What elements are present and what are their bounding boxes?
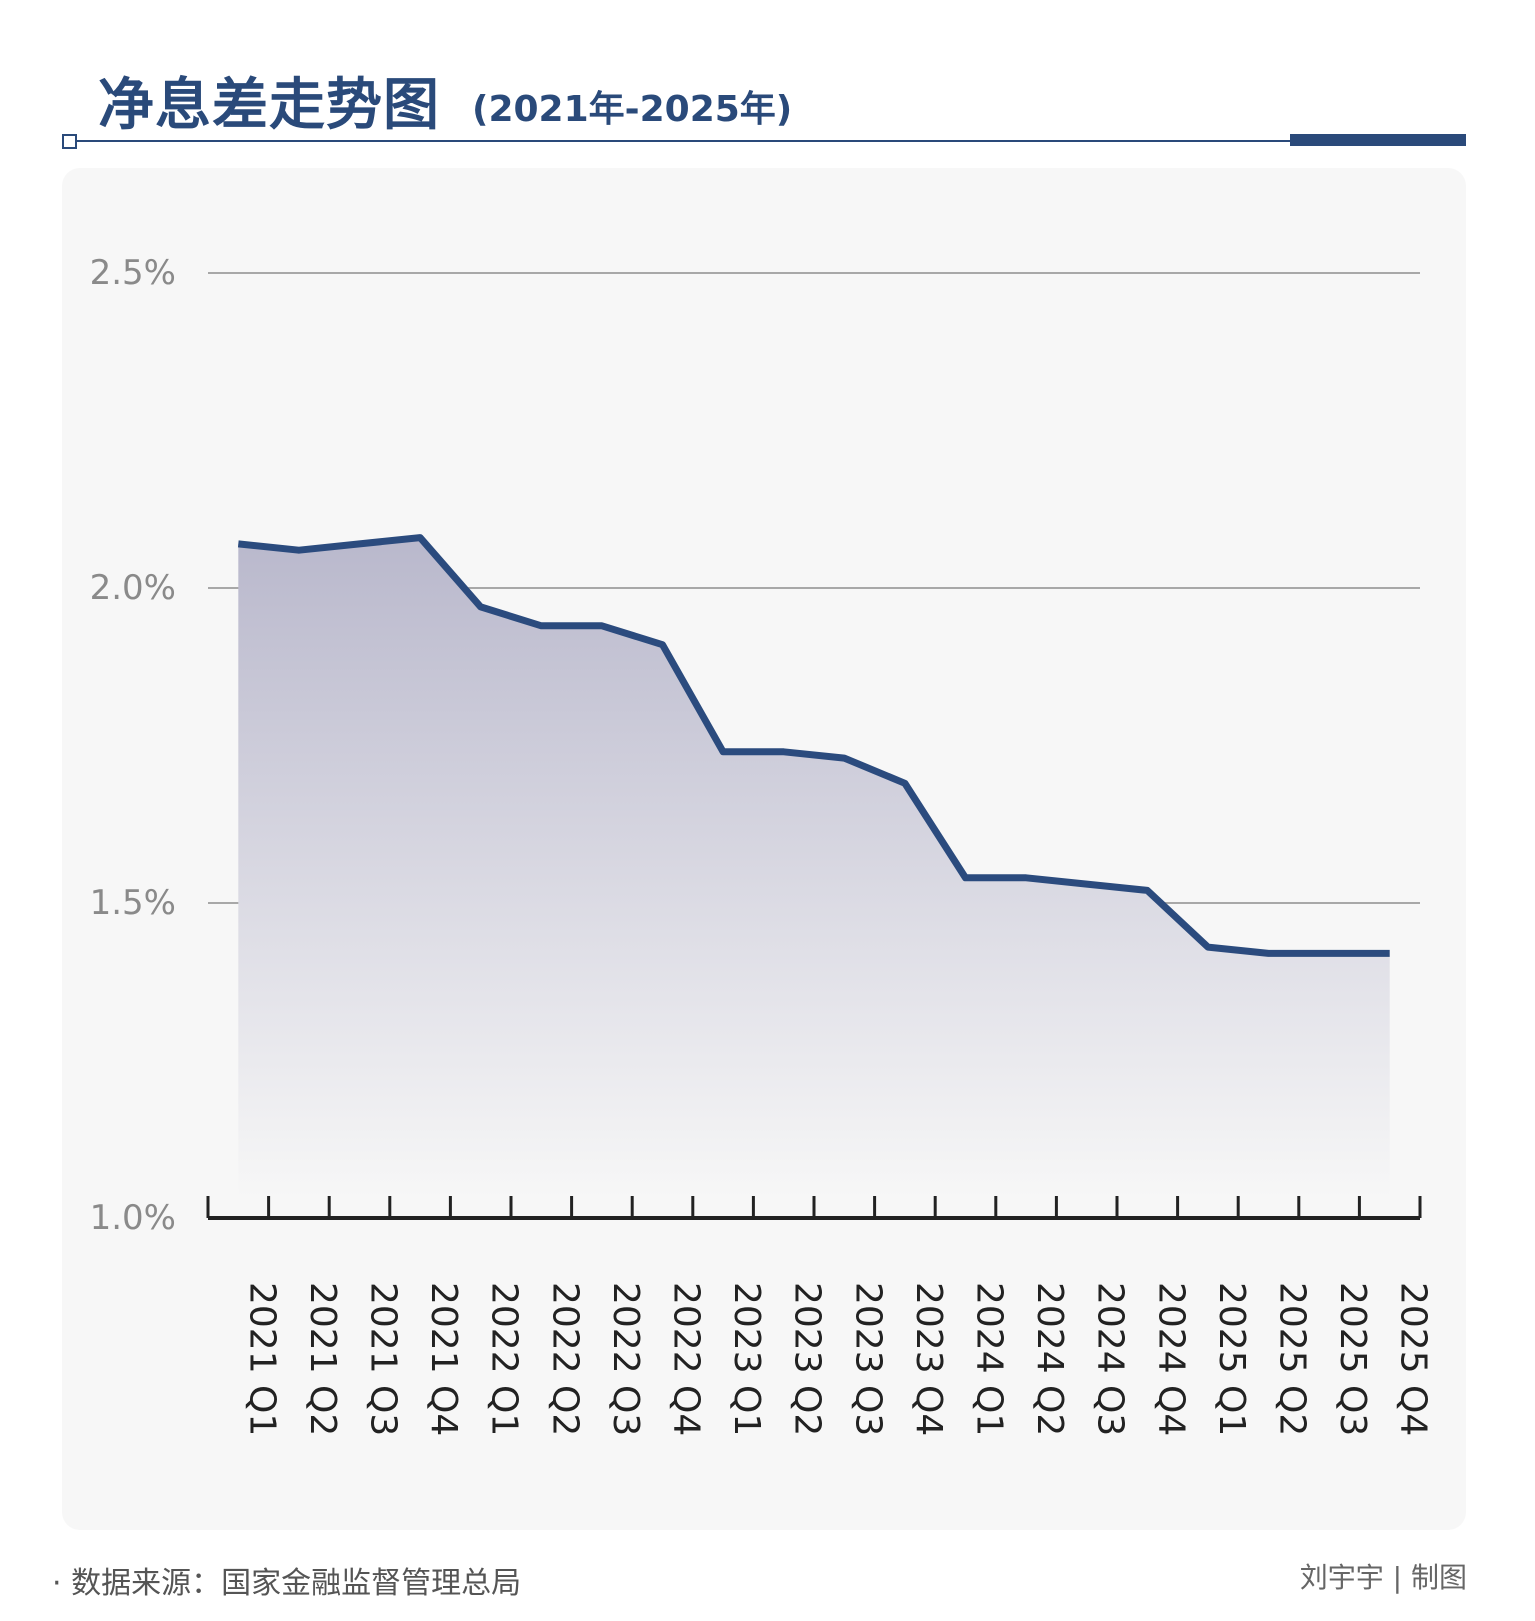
y-tick-label: 1.5% <box>90 883 176 923</box>
data-point-2023 Q1 <box>722 751 724 753</box>
title-rule-line <box>70 140 1290 142</box>
title-rule-bar <box>1290 134 1466 146</box>
x-tick-label: 2023 Q1 <box>726 1282 767 1436</box>
x-tick-label: 2021 Q4 <box>423 1282 464 1436</box>
title-rule-square-icon <box>62 134 77 149</box>
x-tick-label: 2021 Q2 <box>302 1282 343 1436</box>
data-point-2025 Q2 <box>1268 952 1270 954</box>
x-tick-label: 2024 Q3 <box>1090 1282 1131 1436</box>
data-point-2022 Q1 <box>480 606 482 608</box>
data-point-2024 Q3 <box>1086 883 1088 885</box>
data-source-note: · 数据来源：国家金融监督管理总局 <box>52 1566 522 1601</box>
data-point-2021 Q4 <box>419 537 421 539</box>
data-point-2024 Q4 <box>1146 889 1148 891</box>
chart-credit: 刘宇宇 | 制图 <box>1299 1561 1467 1594</box>
data-point-2021 Q1 <box>237 543 239 545</box>
data-point-2023 Q2 <box>783 751 785 753</box>
chart-subtitle: (2021年-2025年) <box>472 89 793 130</box>
x-tick-label: 2025 Q4 <box>1393 1282 1434 1436</box>
x-tick-label: 2022 Q2 <box>544 1282 585 1436</box>
x-tick-label: 2023 Q3 <box>847 1282 888 1436</box>
x-tick-label: 2022 Q4 <box>666 1282 707 1436</box>
x-axis <box>206 1196 1422 1220</box>
data-point-2024 Q2 <box>1025 877 1027 879</box>
chart-header: 净息差走势图 (2021年-2025年) <box>0 0 1535 150</box>
area-layer <box>238 537 1390 1198</box>
data-point-2023 Q3 <box>843 757 845 759</box>
data-point-2021 Q3 <box>359 543 361 545</box>
series-line <box>237 534 1390 957</box>
x-tick-label: 2021 Q1 <box>241 1282 282 1436</box>
data-point-2022 Q2 <box>540 625 542 627</box>
x-tick-labels: 2021 Q1 2021 Q2 2021 Q3 2021 Q4 2022 Q1 2022 … <box>241 1282 1433 1436</box>
x-tick-label: 2022 Q1 <box>484 1282 525 1436</box>
data-point-2025 Q3 <box>1328 952 1330 954</box>
data-point-2021 Q2 <box>298 549 300 551</box>
chart-title: 净息差走势图 <box>98 73 440 138</box>
data-point-2022 Q3 <box>601 625 603 627</box>
x-tick-label: 2024 Q1 <box>969 1282 1010 1436</box>
x-tick-label: 2021 Q3 <box>363 1282 404 1436</box>
area-fill <box>238 537 1390 1198</box>
data-point-2023 Q4 <box>904 782 906 784</box>
series-line-layer <box>237 534 1391 957</box>
x-tick-label: 2025 Q1 <box>1211 1282 1252 1436</box>
x-tick-label: 2023 Q2 <box>787 1282 828 1436</box>
x-tick-label: 2024 Q2 <box>1029 1282 1070 1436</box>
x-tick-label: 2025 Q3 <box>1332 1282 1373 1436</box>
y-tick-label: 2.0% <box>90 568 176 608</box>
y-tick-label: 2.5% <box>90 253 176 293</box>
data-point-2025 Q1 <box>1207 946 1209 948</box>
x-tick-label: 2024 Q4 <box>1150 1282 1191 1436</box>
x-tick-label: 2023 Q4 <box>908 1282 949 1436</box>
x-tick-label: 2022 Q3 <box>605 1282 646 1436</box>
y-tick-label: 1.0% <box>90 1198 176 1238</box>
y-tick-labels: 1.0% 1.5% 2.0% 2.5% <box>90 253 176 1238</box>
data-point-2022 Q4 <box>662 644 664 646</box>
data-point-2024 Q1 <box>965 877 967 879</box>
data-point-2025 Q4 <box>1389 952 1391 954</box>
x-tick-label: 2025 Q2 <box>1272 1282 1313 1436</box>
